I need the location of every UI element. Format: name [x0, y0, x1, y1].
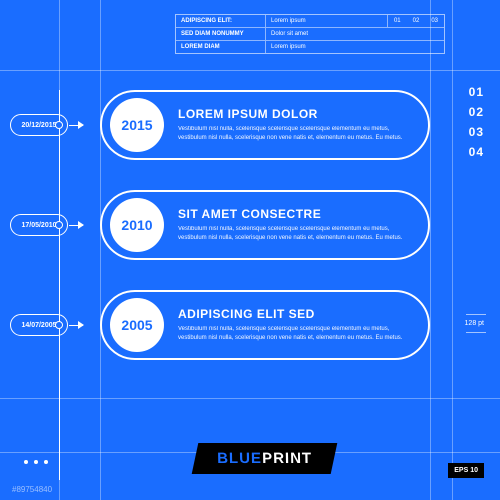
timeline-pill: 2010 SIT AMET CONSECTRE Vestibulum nisl nu… — [100, 190, 430, 260]
timeline-node — [55, 221, 63, 229]
side-number: 04 — [469, 142, 484, 162]
item-title: ADIPISCING ELIT SED — [178, 307, 408, 321]
table-text: Dolor sit amet — [266, 28, 444, 40]
arrow-icon — [78, 121, 84, 129]
item-body: Vestibulum nisl nulla, scelerisque scele… — [178, 125, 408, 143]
watermark: #89754840 — [12, 485, 52, 494]
year-circle: 2010 — [110, 198, 164, 252]
arrow-icon — [78, 221, 84, 229]
arrow-icon — [78, 321, 84, 329]
blueprint-badge: BLUEPRINT — [192, 443, 337, 474]
year-circle: 2015 — [110, 98, 164, 152]
item-body: Vestibulum nisl nulla, scelerisque scele… — [178, 225, 408, 243]
item-title: SIT AMET CONSECTRE — [178, 207, 408, 221]
side-number: 03 — [469, 122, 484, 142]
table-row: Sed diam nonummyDolor sit amet — [176, 28, 444, 41]
table-row: Lorem diamLorem ipsum — [176, 41, 444, 53]
timeline-pill: 2005 ADIPISCING ELIT SED Vestibulum nisl n… — [100, 290, 430, 360]
timeline-node — [55, 321, 63, 329]
timeline-line — [59, 90, 60, 480]
eps-badge: EPS 10 — [448, 463, 484, 478]
side-number: 01 — [469, 82, 484, 102]
table-text: Lorem ipsum — [266, 41, 444, 53]
year-circle: 2005 — [110, 298, 164, 352]
pt-label: 128 pt — [465, 320, 484, 327]
item-body: Vestibulum nisl nulla, scelerisque scele… — [178, 325, 408, 343]
table-label: Sed diam nonummy — [176, 28, 266, 40]
table-label: Lorem diam — [176, 41, 266, 53]
timeline-node — [55, 121, 63, 129]
timeline — [59, 90, 60, 440]
table-nums: 010203 — [387, 15, 444, 27]
table-row: ADIPISCING ELIT:Lorem ipsum010203 — [176, 15, 444, 28]
table-label: ADIPISCING ELIT: — [176, 15, 266, 27]
table-text: Lorem ipsum — [266, 15, 387, 27]
item-title: LOREM IPSUM DOLOR — [178, 107, 408, 121]
blueprint-part2: PRINT — [260, 450, 314, 467]
side-numbers: 01020304 — [469, 82, 484, 162]
timeline-pill: 2015 LOREM IPSUM DOLOR Vestibulum nisl nul… — [100, 90, 430, 160]
blueprint-part1: BLUE — [215, 450, 263, 467]
ellipsis-dots — [24, 460, 48, 464]
spec-table: ADIPISCING ELIT:Lorem ipsum010203Sed dia… — [175, 14, 445, 54]
side-number: 02 — [469, 102, 484, 122]
